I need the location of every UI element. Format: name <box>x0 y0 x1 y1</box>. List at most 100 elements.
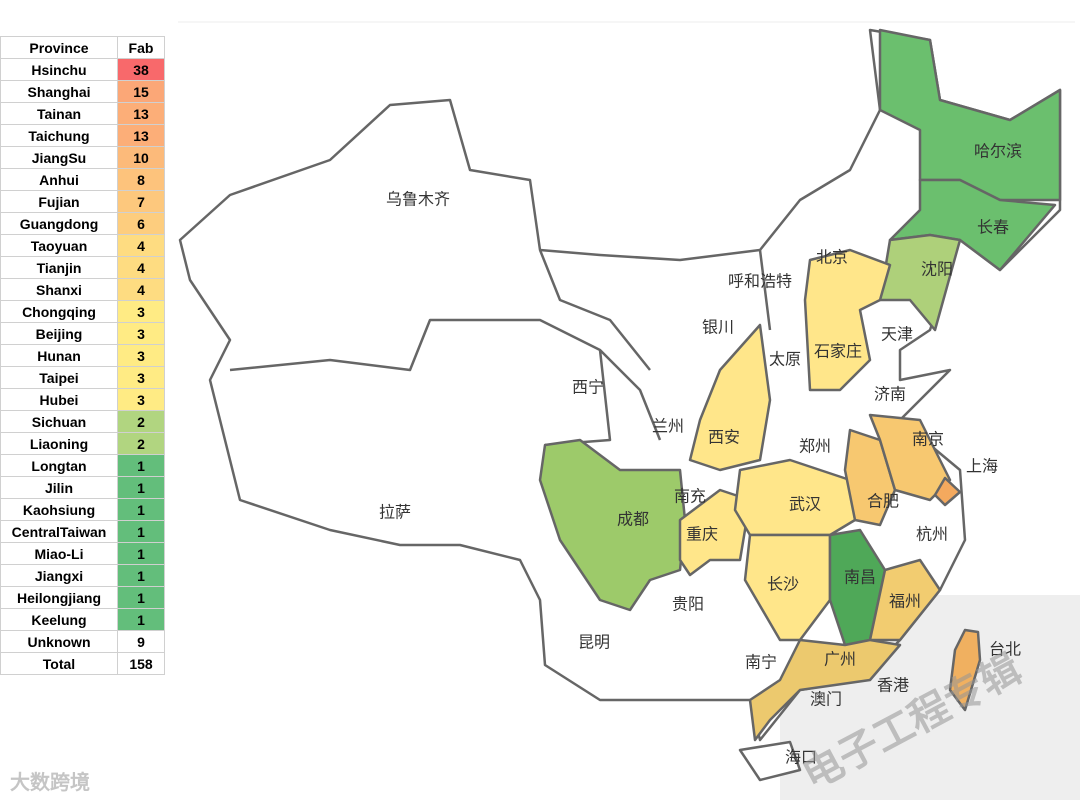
city-label: 福州 <box>889 592 921 611</box>
province-name: Keelung <box>0 608 118 631</box>
header-cell: Fab <box>117 36 165 59</box>
city-label: 银川 <box>702 318 734 337</box>
province-name: Hsinchu <box>0 58 118 81</box>
city-label: 乌鲁木齐 <box>386 190 450 209</box>
fab-count: 2 <box>117 432 165 455</box>
fab-count: 2 <box>117 410 165 433</box>
fab-count: 3 <box>117 388 165 411</box>
province-name: JiangSu <box>0 146 118 169</box>
island-hainan <box>738 740 802 782</box>
city-label: 天津 <box>881 325 913 344</box>
table-row: Tainan 13 <box>0 102 165 125</box>
city-label: 昆明 <box>578 633 610 652</box>
city-label: 南宁 <box>745 653 777 672</box>
city-label: 合肥 <box>867 492 899 511</box>
city-label: 郑州 <box>799 437 831 456</box>
city-label: 哈尔滨 <box>974 142 1022 161</box>
city-label: 武汉 <box>789 495 821 514</box>
city-label: 杭州 <box>916 525 948 544</box>
province-name: Jilin <box>0 476 118 499</box>
province-name: Beijing <box>0 322 118 345</box>
table-row: Anhui 8 <box>0 168 165 191</box>
province-shanghai <box>933 476 962 507</box>
fab-count: 38 <box>117 58 165 81</box>
province-name: Kaohsiung <box>0 498 118 521</box>
city-label: 香港 <box>877 676 909 695</box>
city-label: 南充 <box>674 487 706 506</box>
city-label: 沈阳 <box>921 260 953 279</box>
table-row: Chongqing 3 <box>0 300 165 323</box>
table-row: Sichuan 2 <box>0 410 165 433</box>
table-row: Taoyuan 4 <box>0 234 165 257</box>
table-row: Total 158 <box>0 652 165 675</box>
province-hubei <box>733 458 857 537</box>
fab-table: Province Fab Hsinchu 38 Shanghai 15 Tainan 13 Ta… <box>0 36 165 675</box>
fab-count: 1 <box>117 520 165 543</box>
table-row: Longtan 1 <box>0 454 165 477</box>
province-heilongjiang <box>878 28 1062 202</box>
city-label: 上海 <box>966 457 998 476</box>
table-row: Hubei 3 <box>0 388 165 411</box>
city-label: 石家庄 <box>814 342 862 361</box>
table-row: CentralTaiwan 1 <box>0 520 165 543</box>
province-name: Taoyuan <box>0 234 118 257</box>
province-name: Chongqing <box>0 300 118 323</box>
fab-count: 1 <box>117 586 165 609</box>
province-fujian <box>868 558 942 642</box>
province-name: Jiangxi <box>0 564 118 587</box>
fab-count: 3 <box>117 344 165 367</box>
table-row: Unknown 9 <box>0 630 165 653</box>
city-label: 拉萨 <box>379 503 411 522</box>
fab-count: 7 <box>117 190 165 213</box>
province-name: Tianjin <box>0 256 118 279</box>
province-name: Fujian <box>0 190 118 213</box>
province-name: Miao-Li <box>0 542 118 565</box>
fab-count: 13 <box>117 102 165 125</box>
province-name: Hubei <box>0 388 118 411</box>
table-row: Hsinchu 38 <box>0 58 165 81</box>
header-cell: Province <box>0 36 118 59</box>
table-row: Fujian 7 <box>0 190 165 213</box>
province-name: Guangdong <box>0 212 118 235</box>
province-chongqing <box>678 488 752 577</box>
fab-count: 158 <box>117 652 165 675</box>
city-label: 海口 <box>785 748 817 767</box>
city-label: 太原 <box>769 350 801 369</box>
table-row: Shanghai 15 <box>0 80 165 103</box>
province-jilin <box>888 178 1057 272</box>
city-label: 澳门 <box>810 690 842 709</box>
city-label: 呼和浩特 <box>728 272 792 291</box>
table-row: Miao-Li 1 <box>0 542 165 565</box>
city-label: 台北 <box>989 640 1021 659</box>
table-row: Heilongjiang 1 <box>0 586 165 609</box>
inner-border <box>229 249 772 447</box>
province-name: Sichuan <box>0 410 118 433</box>
city-label: 西宁 <box>572 378 604 397</box>
city-label: 成都 <box>617 510 649 529</box>
province-name: CentralTaiwan <box>0 520 118 543</box>
city-label: 南京 <box>912 430 944 449</box>
province-name: Taichung <box>0 124 118 147</box>
city-label: 北京 <box>816 248 848 267</box>
city-label: 济南 <box>874 385 906 404</box>
province-name: Unknown <box>0 630 118 653</box>
table-row: Hunan 3 <box>0 344 165 367</box>
table-row: Kaohsiung 1 <box>0 498 165 521</box>
fab-count: 4 <box>117 234 165 257</box>
table-row: Guangdong 6 <box>0 212 165 235</box>
province-sichuan <box>538 438 687 612</box>
table-row: Jiangxi 1 <box>0 564 165 587</box>
table-row: Taipei 3 <box>0 366 165 389</box>
province-guangdong <box>748 638 902 742</box>
table-header: Province Fab <box>0 36 165 59</box>
fab-count: 3 <box>117 300 165 323</box>
fab-count: 1 <box>117 498 165 521</box>
fab-count: 13 <box>117 124 165 147</box>
fab-count: 15 <box>117 80 165 103</box>
fab-count: 1 <box>117 608 165 631</box>
table-row: Liaoning 2 <box>0 432 165 455</box>
province-taiwan <box>948 628 982 712</box>
province-name: Liaoning <box>0 432 118 455</box>
